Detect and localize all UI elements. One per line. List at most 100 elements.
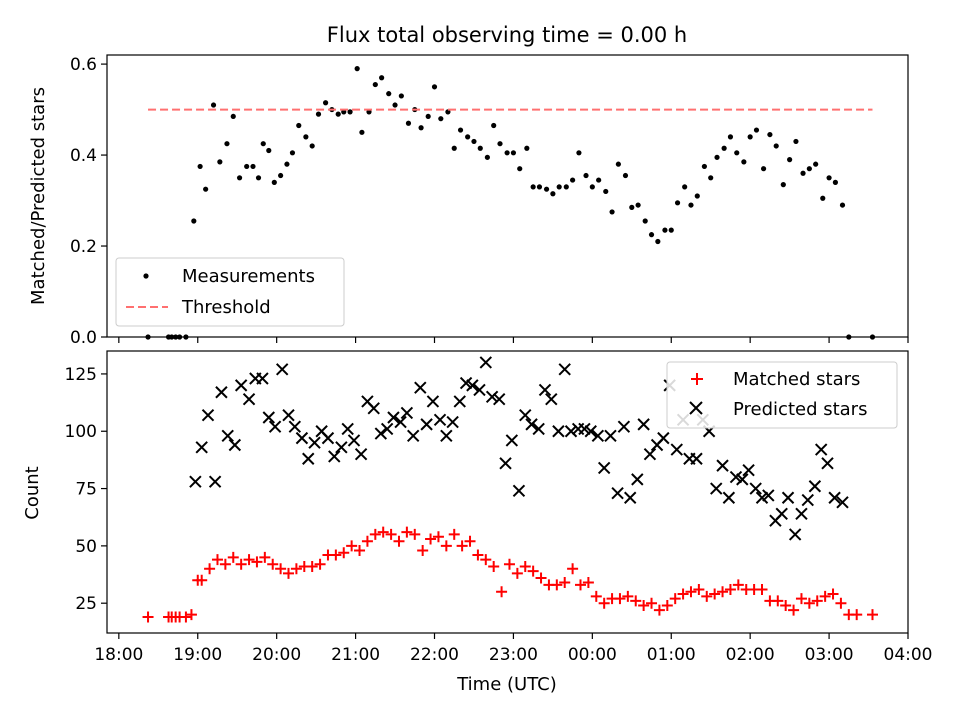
- predicted-point: [420, 418, 433, 431]
- predicted-point: [643, 447, 657, 461]
- measurement-point: [556, 184, 562, 190]
- measurement-point: [405, 120, 412, 126]
- legend-measurements-marker: [143, 273, 149, 279]
- predicted-point: [749, 482, 762, 495]
- predicted-point: [201, 408, 215, 422]
- measurement-point: [145, 334, 151, 340]
- predicted-point: [584, 425, 597, 438]
- y-tick-label: 0.0: [70, 328, 97, 348]
- predicted-point: [275, 363, 289, 376]
- predicted-point: [828, 491, 841, 504]
- measurement-point: [354, 66, 360, 72]
- predicted-point: [328, 450, 341, 463]
- measurement-point: [392, 102, 398, 108]
- matched-point: [598, 597, 610, 609]
- matched-point: [290, 563, 302, 575]
- predicted-point: [341, 422, 354, 436]
- measurement-point: [477, 145, 483, 151]
- chart-title: Flux total observing time = 0.00 h: [327, 23, 687, 47]
- matched-point: [251, 556, 263, 568]
- predicted-point: [775, 507, 788, 520]
- matched-point: [717, 586, 729, 598]
- matched-point: [417, 544, 429, 556]
- predicted-point: [597, 461, 611, 475]
- x-tick-label: 22:00: [410, 645, 459, 665]
- measurement-point: [536, 184, 543, 190]
- measurement-point: [530, 184, 536, 190]
- measurement-point: [177, 334, 183, 340]
- measurement-point: [721, 145, 727, 151]
- predicted-point: [611, 486, 624, 500]
- x-tick-label: 19:00: [173, 645, 222, 665]
- predicted-point: [558, 363, 571, 376]
- matched-point: [669, 593, 681, 605]
- measurement-point: [183, 334, 189, 340]
- matched-point: [788, 604, 800, 616]
- predicted-point: [282, 408, 295, 422]
- measurement-point: [457, 127, 464, 133]
- measurement-point: [701, 163, 707, 170]
- count-legend-box: [666, 361, 898, 429]
- measurement-point: [655, 238, 661, 245]
- measurement-point: [484, 154, 490, 160]
- y-tick-label: 25: [75, 594, 97, 614]
- matched-point: [259, 551, 271, 563]
- ratio-y-axis: 0.0 0.2 0.4 0.6: [70, 55, 107, 348]
- measurement-point: [563, 184, 569, 190]
- matched-point: [472, 549, 484, 561]
- measurement-point: [648, 232, 655, 238]
- matched-point: [185, 609, 197, 621]
- measurement-point: [465, 134, 471, 140]
- predicted-point: [479, 356, 493, 369]
- predicted-point: [335, 441, 348, 454]
- measurement-point: [322, 100, 329, 106]
- matched-point: [701, 590, 713, 602]
- predicted-point: [532, 422, 545, 436]
- matched-point: [369, 528, 381, 540]
- matched-point: [803, 597, 815, 609]
- count-plot-area: [142, 356, 878, 623]
- matched-point: [330, 549, 342, 561]
- predicted-point: [256, 372, 269, 385]
- predicted-point: [710, 482, 723, 495]
- measurement-point: [622, 172, 629, 179]
- predicted-point: [387, 411, 400, 424]
- matched-point: [142, 611, 154, 623]
- measurement-point: [589, 184, 595, 190]
- predicted-point: [591, 429, 605, 443]
- matched-point: [756, 583, 768, 595]
- measurement-point: [576, 150, 582, 156]
- x-tick-label: 04:00: [884, 645, 933, 665]
- matched-point: [488, 561, 500, 573]
- predicted-point: [801, 493, 814, 507]
- matched-point: [377, 526, 389, 538]
- measurement-point: [217, 159, 223, 165]
- predicted-point: [821, 457, 834, 470]
- matched-point: [851, 609, 863, 621]
- ratio-y-axis-label: Matched/Predicted stars: [28, 87, 49, 305]
- predicted-point: [406, 429, 420, 443]
- predicted-point: [505, 434, 519, 447]
- matched-point: [243, 554, 255, 566]
- measurement-point: [741, 159, 747, 165]
- ratio-legend: Measurements Threshold: [115, 257, 345, 327]
- predicted-point: [268, 420, 282, 433]
- measurement-point: [517, 166, 523, 172]
- measurement-point: [309, 143, 315, 149]
- matched-point: [283, 567, 295, 579]
- measurement-point: [266, 147, 272, 154]
- matched-point: [440, 540, 452, 552]
- measurement-point: [570, 177, 576, 183]
- ratio-panel: 0.0 0.2 0.4 0.6 Matched/Predicted stars Mea…: [28, 54, 909, 348]
- matched-point: [574, 579, 586, 591]
- measurement-point: [386, 91, 392, 97]
- predicted-point: [485, 390, 499, 404]
- measurement-point: [278, 172, 284, 179]
- measurement-point: [780, 182, 786, 188]
- matched-point: [614, 593, 626, 605]
- measurement-point: [662, 227, 668, 233]
- legend-predicted-label: Predicted stars: [733, 399, 867, 420]
- matched-point: [464, 535, 476, 547]
- predicted-point: [242, 392, 256, 406]
- measurement-point: [800, 170, 806, 176]
